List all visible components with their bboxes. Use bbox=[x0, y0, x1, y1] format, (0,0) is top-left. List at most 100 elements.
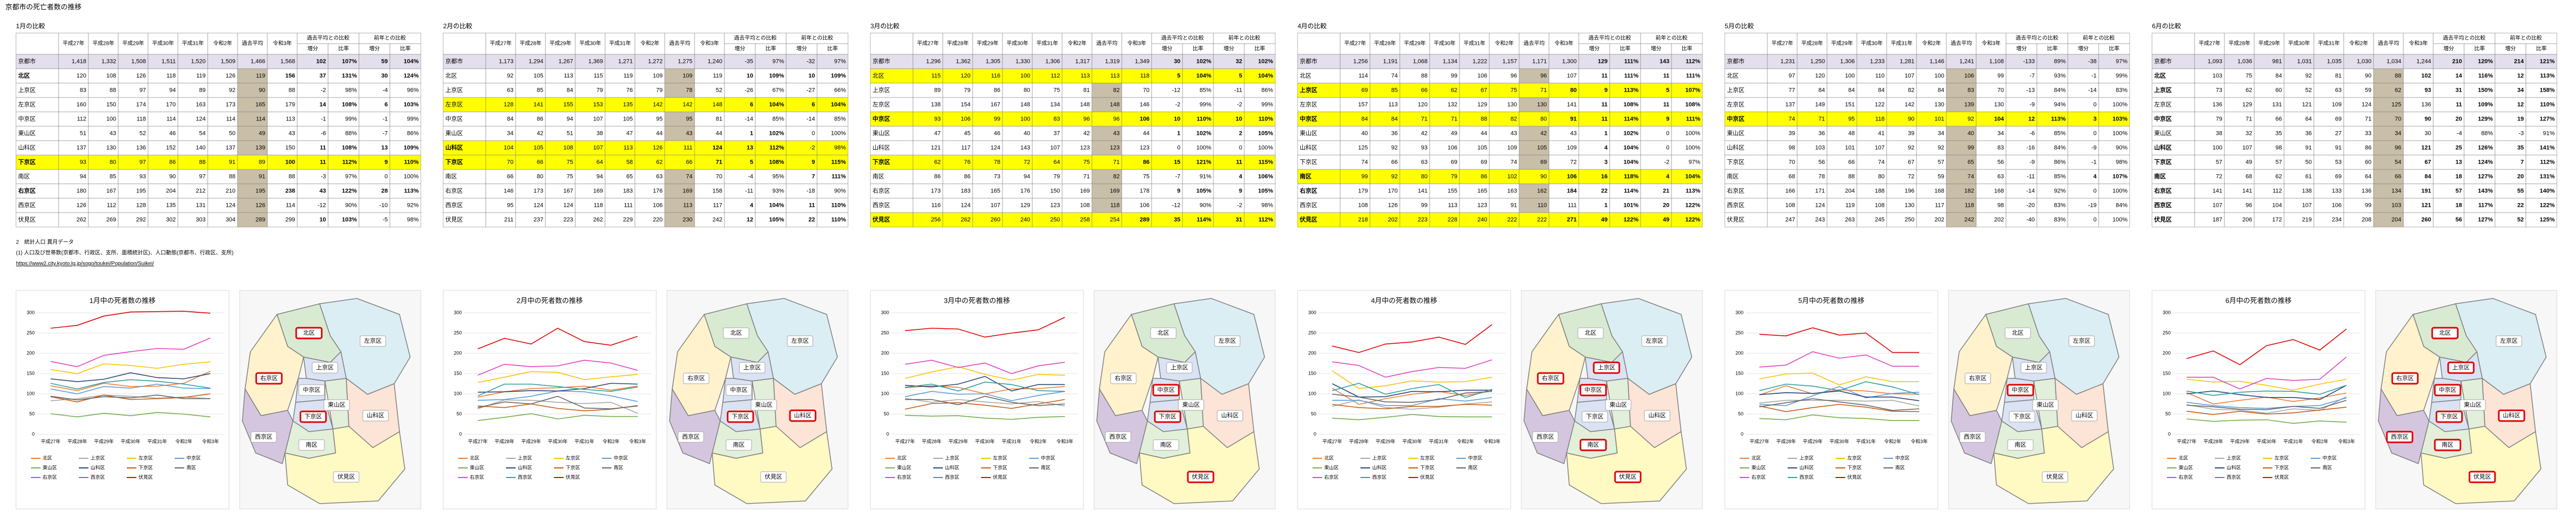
cell-value: 120 bbox=[77, 72, 86, 79]
cell-value: 104 bbox=[1994, 116, 2004, 122]
cell-value: 80 bbox=[1421, 173, 1428, 180]
row-label: 下京区 bbox=[2154, 158, 2172, 165]
cell-value: 122 bbox=[1875, 101, 1885, 108]
row-label: 南区 bbox=[873, 173, 884, 180]
cell bbox=[1459, 83, 1490, 98]
row-label: 東山区 bbox=[18, 130, 36, 136]
cell-value: 107 bbox=[2302, 202, 2312, 208]
district-label: 山科区 bbox=[1649, 411, 1666, 419]
cell-value: 179 bbox=[1358, 188, 1368, 194]
cell bbox=[1032, 169, 1063, 184]
cell-value: 12 bbox=[747, 216, 753, 223]
cell-value: 152 bbox=[166, 144, 176, 151]
cell-value: 289 bbox=[256, 216, 265, 223]
cell-value: 169 bbox=[683, 188, 692, 194]
cell-value: 108% bbox=[1624, 101, 1638, 108]
cell-value: 34 bbox=[2517, 87, 2524, 93]
header-label: 平成30年 bbox=[1861, 40, 1882, 47]
cell bbox=[972, 97, 1003, 112]
cell-value: 121 bbox=[2302, 101, 2312, 108]
row-label: 左京区 bbox=[18, 100, 36, 108]
cell-value: 1,369 bbox=[588, 58, 603, 64]
cell-value: 110% bbox=[2540, 101, 2555, 108]
cell-value: 222 bbox=[1537, 216, 1547, 223]
cell bbox=[118, 155, 149, 170]
district-highlight bbox=[1154, 410, 1181, 423]
cell-value: 43 bbox=[320, 188, 326, 194]
y-tick-label: 50 bbox=[29, 411, 35, 416]
cell-value: 1 bbox=[1604, 130, 1608, 136]
header-label: 平成28年 bbox=[1374, 40, 1396, 47]
cell-value: 92 bbox=[1938, 144, 1944, 151]
cell bbox=[724, 198, 756, 213]
row-label: 京都市 bbox=[873, 57, 890, 64]
cell-value: 59 bbox=[2365, 87, 2371, 93]
cell-value: 88 bbox=[289, 173, 295, 180]
cell-value: 91 bbox=[1511, 202, 1517, 208]
cell-value: 128 bbox=[504, 101, 513, 108]
cell-value: 1,272 bbox=[648, 58, 663, 64]
row-label: 下京区 bbox=[18, 158, 36, 165]
header-label: 令和3年 bbox=[2409, 40, 2428, 47]
cell bbox=[515, 97, 546, 112]
cell-value: 108 bbox=[107, 72, 116, 79]
cell-value: 88 bbox=[2395, 72, 2401, 79]
legend-label: 下京区 bbox=[566, 464, 580, 470]
cell-value: 104% bbox=[1685, 173, 1700, 180]
cell bbox=[694, 111, 725, 127]
cell bbox=[15, 68, 59, 84]
cell-value: 96 bbox=[1540, 72, 1547, 79]
cell bbox=[1213, 169, 1245, 184]
cell-value: 86 bbox=[1481, 173, 1487, 180]
legend-label: 西京区 bbox=[945, 474, 959, 480]
cell-value: 134 bbox=[1050, 101, 1060, 108]
cell-value: 103 bbox=[2392, 202, 2401, 208]
district-label: 南区 bbox=[2442, 441, 2453, 448]
chart-title: 6月中の死者数の推移 bbox=[2226, 296, 2292, 304]
cell bbox=[575, 68, 606, 84]
cell-value: 153 bbox=[593, 101, 603, 108]
cell-value: 75 bbox=[1143, 173, 1150, 180]
cell bbox=[817, 97, 849, 112]
cell bbox=[237, 54, 268, 69]
district-label: 西京区 bbox=[1537, 433, 1554, 440]
series-line bbox=[904, 360, 1065, 374]
cell-value: 98% bbox=[2116, 159, 2127, 165]
cell-value: 94 bbox=[80, 173, 86, 180]
cell-value: 121 bbox=[2422, 202, 2431, 208]
legend-label: 東山区 bbox=[43, 464, 57, 470]
header-label: 平成29年 bbox=[549, 40, 571, 47]
x-tick-label: 平成28年 bbox=[494, 438, 514, 444]
cell-value: 31 bbox=[2456, 87, 2462, 93]
cell-value: 62 bbox=[934, 159, 941, 165]
cell-value: 136 bbox=[2362, 188, 2371, 194]
cell-value: 81 bbox=[716, 116, 722, 122]
cell bbox=[1002, 111, 1033, 127]
cell-value: 99 bbox=[2365, 202, 2371, 208]
header-label: 平成27年 bbox=[490, 40, 511, 47]
row-label: 京都市 bbox=[18, 57, 36, 64]
cell bbox=[912, 140, 943, 156]
cell-value: 115% bbox=[1258, 159, 1273, 165]
header-label: 平成29年 bbox=[1831, 40, 1853, 47]
cell-value: 96% bbox=[407, 87, 419, 93]
cell-value: 102 bbox=[2422, 72, 2431, 79]
district-label: 北区 bbox=[1585, 329, 1596, 336]
cell-value: 68 bbox=[1789, 173, 1795, 180]
cell-value: 118 bbox=[593, 202, 603, 208]
cell bbox=[1489, 83, 1520, 98]
cell bbox=[664, 97, 695, 112]
y-tick-label: 50 bbox=[1311, 411, 1316, 416]
cell bbox=[297, 97, 329, 112]
cell bbox=[724, 97, 756, 112]
cell-value: 49 bbox=[1663, 216, 1669, 223]
cell-value: 30 bbox=[2425, 130, 2431, 136]
header-sub-label: 比率 bbox=[338, 45, 349, 52]
cell bbox=[1091, 212, 1122, 228]
cell-value: -12 bbox=[1172, 87, 1180, 93]
cell-value: 229 bbox=[623, 216, 633, 223]
cell-value: -12 bbox=[317, 202, 326, 208]
header-sub-label: 増分 bbox=[796, 45, 807, 52]
cell bbox=[118, 54, 149, 69]
cell-value: 137 bbox=[77, 144, 86, 151]
